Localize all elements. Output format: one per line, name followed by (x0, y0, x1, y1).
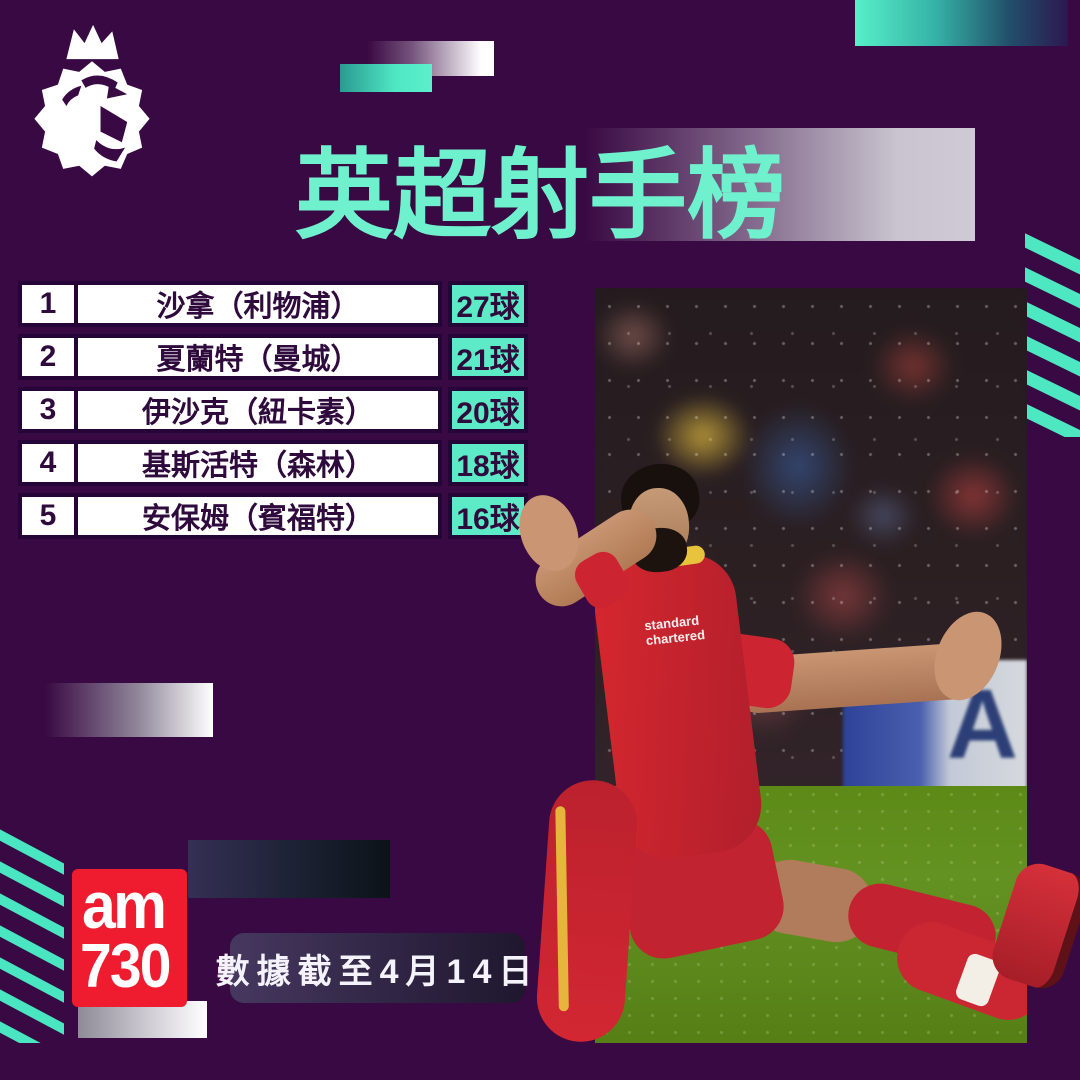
deco-diagonal-stripes-left (0, 808, 64, 1043)
deco-diagonal-stripes-right (1025, 225, 1080, 437)
goals-cell: 27球 (448, 281, 528, 327)
data-cutoff-text: 數據截至4月14日 (215, 952, 540, 991)
player-cell: 夏蘭特（曼城） (156, 344, 360, 376)
player-cell: 伊沙克（紐卡素） (141, 397, 374, 429)
data-cutoff-bar: 數據截至4月14日 (216, 933, 532, 1003)
deco-teal-bar-top-right (855, 0, 1068, 46)
goals-cell: 18球 (448, 440, 528, 486)
rank-cell: 1 (22, 285, 78, 323)
goals-cell: 21球 (448, 334, 528, 380)
deco-dark-bar-footer (188, 840, 390, 898)
table-row-main: 2 夏蘭特（曼城） (18, 334, 442, 380)
premier-league-lion-icon (34, 24, 150, 177)
rank-cell: 5 (22, 497, 78, 535)
rank-cell: 3 (22, 391, 78, 429)
table-row-main: 4 基斯活特（森林） (18, 440, 442, 486)
am730-logo-text-am: am (82, 869, 167, 942)
scorers-table: 1 沙拿（利物浦） 27球 2 夏蘭特（曼城） 21球 3 伊沙克（紐卡素） 2… (18, 281, 528, 546)
player-cell: 基斯活特（森林） (141, 450, 374, 482)
goals-cell: 20球 (448, 387, 528, 433)
am730-logo: am 730 (72, 869, 187, 1007)
deco-grey-bar-footer (78, 1001, 207, 1038)
goals-cell: 16球 (448, 493, 528, 539)
stripe (1025, 401, 1080, 437)
page-title: 英超射手榜 (294, 140, 785, 250)
photo-frame: A standard chartered (595, 288, 1027, 1043)
am730-logo-text-730: 730 (80, 931, 171, 1001)
table-row: 1 沙拿（利物浦） 27球 (18, 281, 528, 327)
table-row: 4 基斯活特（森林） 18球 (18, 440, 528, 486)
player-photo: A standard chartered (509, 288, 1080, 1045)
table-row: 2 夏蘭特（曼城） 21球 (18, 334, 528, 380)
table-row-main: 1 沙拿（利物浦） (18, 281, 442, 327)
deco-gradient-bar-middle (45, 683, 213, 737)
table-row: 5 安保姆（賓福特） 16球 (18, 493, 528, 539)
player-cell: 沙拿（利物浦） (156, 291, 360, 323)
player-left-knee-breakout (533, 777, 641, 1045)
knee-yellow-stripe (555, 806, 569, 1012)
player-cell: 安保姆（賓福特） (141, 503, 374, 535)
table-row: 3 伊沙克（紐卡素） 20球 (18, 387, 528, 433)
rank-cell: 2 (22, 338, 78, 376)
table-row-main: 5 安保姆（賓福特） (18, 493, 442, 539)
table-row-main: 3 伊沙克（紐卡素） (18, 387, 442, 433)
deco-teal-bar-top (340, 64, 432, 92)
rank-cell: 4 (22, 444, 78, 482)
deco-title-gradient-bar (585, 128, 975, 241)
